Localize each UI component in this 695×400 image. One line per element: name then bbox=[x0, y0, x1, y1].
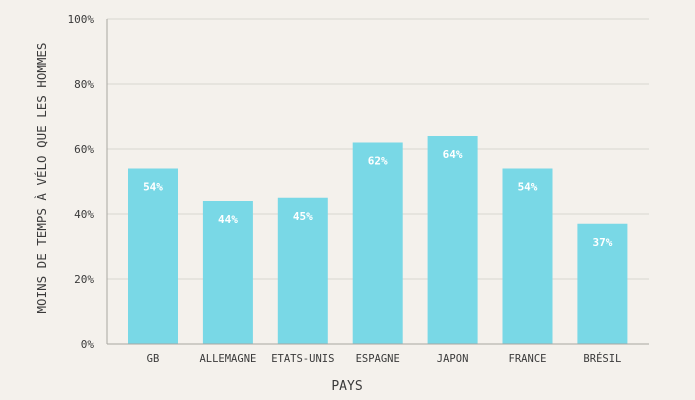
y-axis-label: MOINS DE TEMPS À VÉLO QUE LES HOMMES bbox=[34, 43, 49, 314]
y-tick-label: 60% bbox=[74, 143, 94, 156]
bar bbox=[427, 136, 478, 344]
bar-value-label: 54% bbox=[518, 181, 538, 194]
bar-value-label: 54% bbox=[143, 181, 163, 194]
bar bbox=[202, 201, 253, 344]
axes: 0% 20% 40% 60% 80% 100% GB ALLEMAGNE ETATS-UNIS E… bbox=[68, 13, 649, 365]
y-tick-label: 100% bbox=[68, 13, 95, 26]
x-tick-label: ESPAGNE bbox=[356, 353, 400, 365]
bars: 54% 44% 45% 62% 64% 54% 37% bbox=[128, 136, 628, 344]
x-axis-label: PAYS bbox=[331, 379, 362, 394]
x-tick-label: JAPON bbox=[437, 353, 469, 365]
x-tick-label: GB bbox=[147, 353, 160, 365]
bar bbox=[577, 223, 628, 344]
x-tick-label: ALLEMAGNE bbox=[199, 353, 256, 365]
bar bbox=[128, 168, 178, 344]
bar-value-label: 64% bbox=[443, 148, 463, 161]
bar bbox=[352, 142, 403, 344]
bar bbox=[277, 197, 328, 344]
x-tick-label: FRANCE bbox=[509, 353, 547, 365]
bar-value-label: 44% bbox=[218, 213, 238, 226]
y-tick-label: 40% bbox=[74, 208, 94, 221]
bar-value-label: 37% bbox=[592, 236, 612, 249]
x-tick-label: BRÉSIL bbox=[583, 352, 621, 365]
bar-value-label: 45% bbox=[293, 210, 313, 223]
y-tick-label: 80% bbox=[74, 78, 94, 91]
bar-value-label: 62% bbox=[368, 155, 388, 168]
y-tick-label: 20% bbox=[74, 273, 94, 286]
y-tick-label: 0% bbox=[81, 338, 95, 351]
bar bbox=[502, 168, 553, 344]
x-tick-label: ETATS-UNIS bbox=[271, 353, 334, 365]
